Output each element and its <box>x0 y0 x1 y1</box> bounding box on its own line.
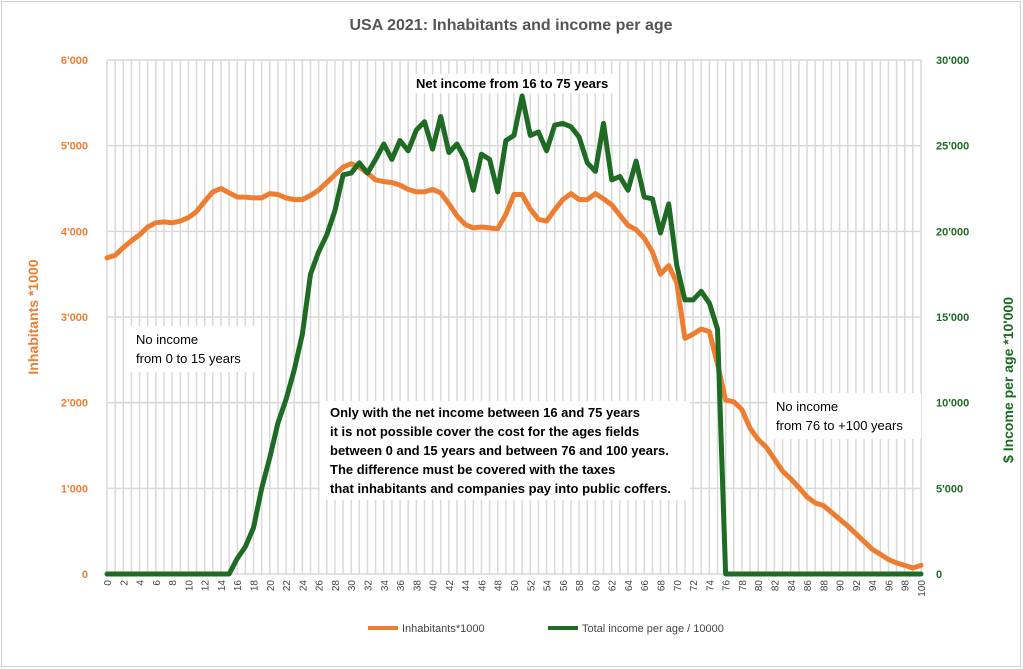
x-tick-label: 72 <box>689 580 700 592</box>
x-tick-label: 14 <box>217 580 228 592</box>
x-tick-label: 56 <box>559 580 570 592</box>
y-tick-label-left: 3'000 <box>61 312 88 324</box>
y-tick-label-left: 6'000 <box>61 55 88 67</box>
annotation-line: from 76 to +100 years <box>776 418 903 433</box>
x-tick-label: 86 <box>803 580 814 592</box>
x-tick-label: 48 <box>494 580 505 592</box>
x-tick-label: 24 <box>298 580 309 592</box>
annotation-no-income-young: No income from 0 to 15 years <box>128 326 256 372</box>
x-tick-label: 100 <box>917 580 928 597</box>
x-tick-label: 62 <box>608 580 619 592</box>
annotation-no-income-old: No income from 76 to +100 years <box>768 393 921 439</box>
x-tick-label: 88 <box>819 580 830 592</box>
x-tick-label: 96 <box>884 580 895 592</box>
annotation-line: from 0 to 15 years <box>136 351 241 366</box>
y-tick-label-right: 0 <box>936 569 942 581</box>
x-tick-label: 40 <box>429 580 440 592</box>
x-tick-label: 18 <box>250 580 261 592</box>
x-tick-label: 46 <box>477 580 488 592</box>
x-tick-label: 0 <box>103 580 114 586</box>
series-line-inhabitants <box>104 161 924 571</box>
annotation-line: it is not possible cover the cost for th… <box>330 424 640 439</box>
x-tick-label: 28 <box>331 580 342 592</box>
x-tick-label: 64 <box>624 580 635 592</box>
series-line-income <box>104 93 924 577</box>
x-tick-label: 2 <box>119 580 130 586</box>
annotation-line: that inhabitants and companies pay into … <box>330 481 671 496</box>
x-tick-label: 4 <box>136 580 147 586</box>
x-tick-label: 92 <box>852 580 863 592</box>
x-tick-label: 84 <box>787 580 798 592</box>
x-tick-label: 6 <box>152 580 163 586</box>
x-tick-label: 16 <box>233 580 244 592</box>
y-tick-label-left: 4'000 <box>61 226 88 238</box>
x-tick-label: 50 <box>510 580 521 592</box>
chart-title: USA 2021: Inhabitants and income per age <box>349 17 672 34</box>
y-tick-label-right: 10'000 <box>936 398 969 410</box>
x-tick-label: 26 <box>315 580 326 592</box>
y-tick-label-right: 20'000 <box>936 226 969 238</box>
x-tick-label: 38 <box>412 580 423 592</box>
y-axis-title-left: Inhabitants *1000 <box>25 259 41 374</box>
y-tick-label-left: 0 <box>82 569 88 581</box>
x-tick-label: 90 <box>836 580 847 592</box>
x-tick-label: 42 <box>445 580 456 592</box>
y-tick-label-right: 15'000 <box>936 312 969 324</box>
x-tick-label: 20 <box>266 580 277 592</box>
x-tick-label: 12 <box>201 580 212 592</box>
y-tick-label-left: 5'000 <box>61 141 88 153</box>
x-tick-label: 32 <box>363 580 374 592</box>
x-tick-label: 34 <box>380 580 391 592</box>
annotation-explanation: Only with the net income between 16 and … <box>320 401 690 500</box>
x-tick-label: 22 <box>282 580 293 592</box>
x-tick-label: 60 <box>591 580 602 592</box>
annotation-line: between 0 and 15 years and between 76 an… <box>330 443 669 458</box>
x-tick-label: 58 <box>575 580 586 592</box>
annotation-line: No income <box>776 399 839 414</box>
annotation-line: The difference must be covered with the … <box>330 462 616 477</box>
annotation-line: No income <box>136 332 199 347</box>
x-tick-label: 36 <box>396 580 407 592</box>
x-tick-label: 94 <box>868 580 879 592</box>
x-tick-label: 54 <box>543 580 554 592</box>
y-tick-label-right: 5'000 <box>936 483 963 495</box>
x-tick-label: 70 <box>673 580 684 592</box>
x-tick-label: 44 <box>461 580 472 592</box>
x-tick-label: 30 <box>347 580 358 592</box>
y-tick-label-left: 1'000 <box>61 483 88 495</box>
x-tick-label: 74 <box>705 580 716 592</box>
y-tick-label-right: 25'000 <box>936 141 969 153</box>
y-axis-title-right: $ Income per age *10'000 <box>1000 297 1016 463</box>
legend-label: Total income per age / 10000 <box>582 623 724 635</box>
y-tick-label-right: 30'000 <box>936 55 969 67</box>
legend-label: Inhabitants*1000 <box>402 623 485 635</box>
y-tick-label-left: 2'000 <box>61 398 88 410</box>
x-tick-label: 66 <box>640 580 651 592</box>
x-tick-label: 10 <box>184 580 195 592</box>
annotation-line: Only with the net income between 16 and … <box>330 405 640 420</box>
x-tick-label: 98 <box>901 580 912 592</box>
x-tick-label: 78 <box>738 580 749 592</box>
x-tick-label: 52 <box>526 580 537 592</box>
x-tick-label: 82 <box>770 580 781 592</box>
x-tick-label: 80 <box>754 580 765 592</box>
x-tick-label: 8 <box>168 580 179 586</box>
x-tick-label: 68 <box>657 580 668 592</box>
x-tick-label: 76 <box>722 580 733 592</box>
annotation-net-income: Net income from 16 to 75 years <box>410 74 615 93</box>
